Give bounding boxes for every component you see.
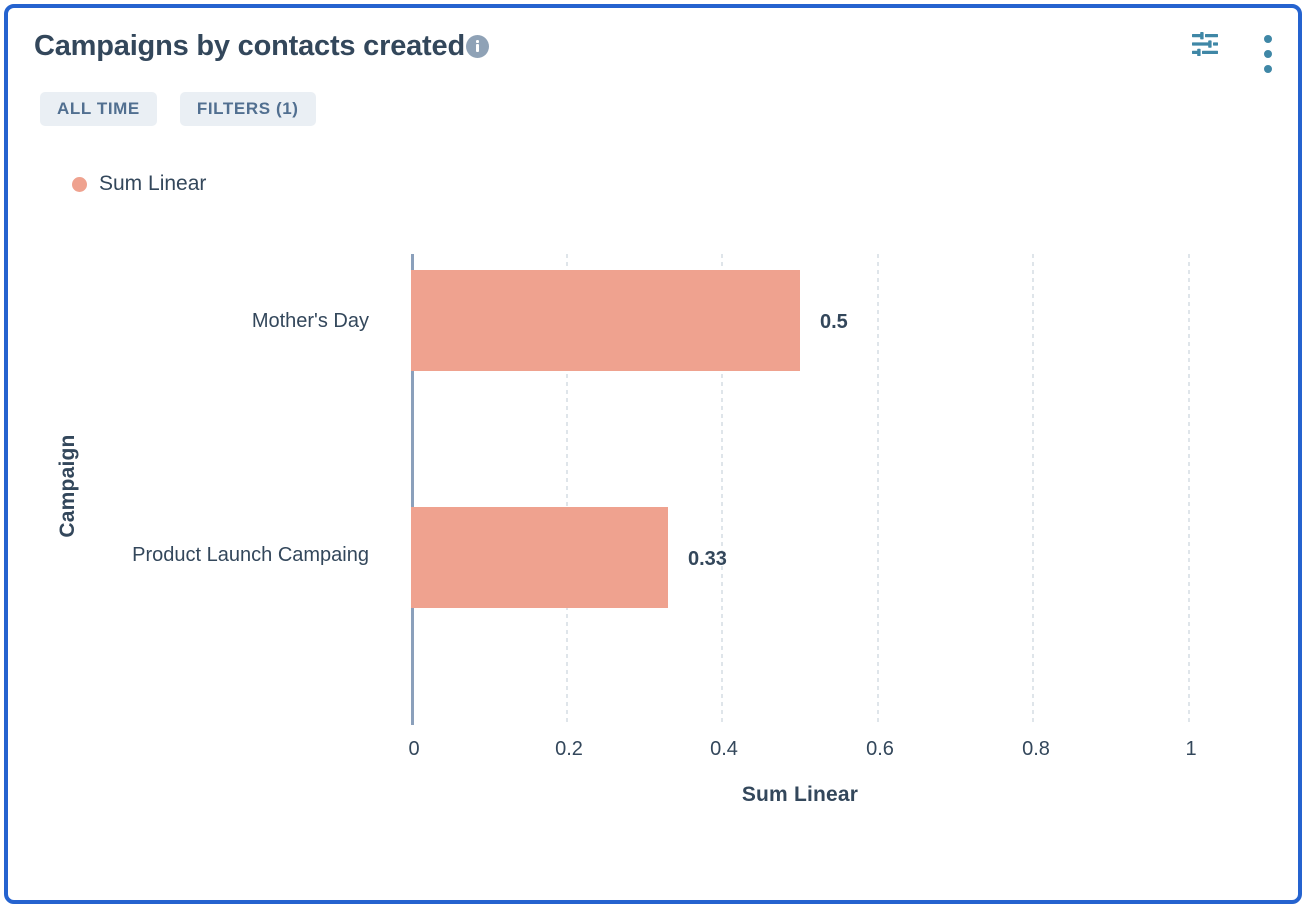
y-axis-category-labels: Mother's Day Product Launch Campaing: [8, 254, 391, 724]
bar-chart: 0.5 0.33 Mother's Day Product Launch Cam…: [8, 8, 1306, 842]
page-title: Campaigns by contacts created: [34, 30, 465, 62]
bar-value-label: 0.5: [820, 311, 848, 333]
plot-area: 0.5 0.33: [411, 254, 1190, 724]
chart-legend: Sum Linear: [72, 172, 206, 196]
y-axis-line: [411, 254, 414, 725]
bar-value-label: 0.33: [688, 548, 727, 570]
card-header: Campaigns by contacts created ALL TIME F…: [8, 8, 1298, 138]
chart-settings-icon[interactable]: [1192, 32, 1218, 57]
bar-mothers-day[interactable]: [411, 270, 800, 371]
gridline: [876, 254, 879, 724]
all-time-pill[interactable]: ALL TIME: [40, 92, 157, 126]
legend-item-label[interactable]: Sum Linear: [99, 172, 207, 195]
bar-product-launch[interactable]: [411, 507, 668, 608]
x-axis-title: Sum Linear: [741, 783, 859, 806]
category-label: Mother's Day: [251, 310, 369, 332]
gridline: [1188, 254, 1190, 724]
x-axis-ticks: 0 0.2 0.4 0.6 0.8 1: [408, 738, 1196, 766]
x-tick-label: 0.6: [866, 738, 894, 760]
y-axis-title: Campaign: [56, 434, 79, 538]
header-actions: [1192, 32, 1272, 73]
x-tick-label: 1: [1185, 738, 1197, 760]
x-tick-label: 0.8: [1022, 738, 1050, 760]
gridline: [565, 254, 568, 724]
info-icon[interactable]: [465, 35, 489, 58]
x-tick-label: 0.2: [555, 738, 583, 760]
legend-color-swatch: [72, 176, 87, 192]
more-options-icon[interactable]: [1264, 32, 1272, 73]
filter-pills: ALL TIME FILTERS (1): [40, 92, 316, 126]
category-label: Product Launch Campaing: [132, 544, 369, 566]
gridline: [721, 254, 724, 724]
dashboard-card: Campaigns by contacts created ALL TIME F…: [4, 4, 1302, 904]
x-tick-label: 0: [408, 738, 420, 760]
gridline: [1032, 254, 1035, 724]
x-tick-label: 0.4: [710, 738, 738, 760]
filters-pill[interactable]: FILTERS (1): [179, 92, 316, 126]
title-row: Campaigns by contacts created: [34, 30, 489, 63]
